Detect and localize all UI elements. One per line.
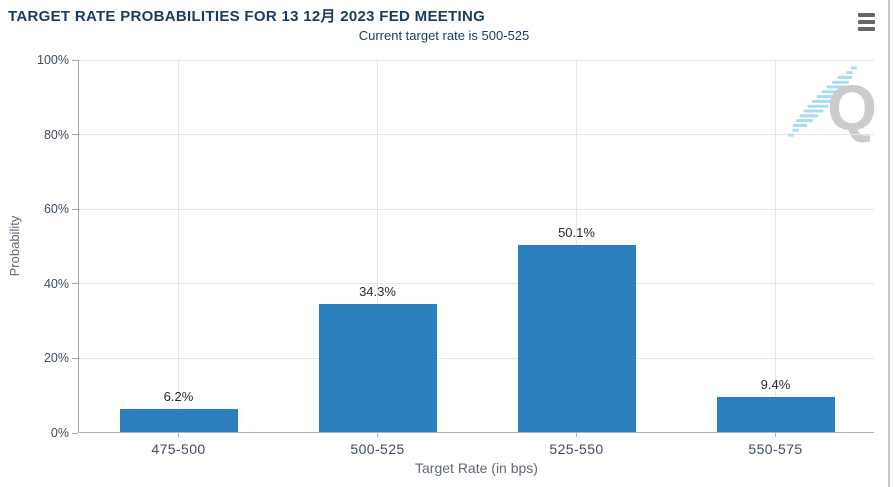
bar-value-label: 9.4% — [760, 377, 791, 392]
y-tick-mark — [72, 357, 78, 359]
plot-area: Target Rate (in bps) Probability Q 0% 20%… — [7, 53, 877, 476]
y-gridline — [79, 283, 874, 285]
x-tick-mark — [576, 432, 577, 437]
y-gridline — [79, 357, 874, 359]
y-tick-label: 100% — [37, 53, 69, 67]
x-tick-label: 475-500 — [151, 441, 206, 457]
x-tick-mark — [178, 432, 179, 437]
probability-bar[interactable] — [318, 304, 437, 432]
bar-value-label: 6.2% — [163, 389, 194, 404]
y-tick-label: 60% — [43, 202, 69, 217]
chart-menu-button[interactable] — [857, 12, 876, 31]
x-tick-label: 550-575 — [748, 441, 803, 457]
watermark-diagonal-dashes — [788, 66, 857, 137]
y-gridline — [79, 208, 874, 210]
y-tick-mark — [72, 432, 78, 434]
y-tick-label: 20% — [43, 351, 69, 366]
x-tick-mark — [775, 432, 776, 437]
x-tick-label: 525-550 — [549, 441, 604, 457]
y-tick-label: 80% — [43, 127, 69, 142]
y-tick-label: 40% — [43, 276, 69, 291]
watermark-q-logo: Q — [788, 66, 877, 144]
probability-bar[interactable] — [716, 397, 835, 432]
y-axis-title: Probability — [7, 215, 22, 277]
chart-title: TARGET RATE PROBABILITIES FOR 13 12月 202… — [8, 8, 486, 25]
x-axis-title: Target Rate (in bps) — [415, 460, 538, 476]
watermark-letter: Q — [827, 72, 877, 144]
y-tick-mark — [72, 283, 78, 285]
x-tick-mark — [377, 432, 378, 437]
widget-right-border — [888, 0, 890, 487]
x-gridline — [775, 60, 776, 432]
x-gridline — [178, 60, 179, 432]
bar-value-label: 50.1% — [558, 225, 595, 240]
chart-subtitle: Current target rate is 500-525 — [358, 28, 530, 43]
y-tick-mark — [72, 59, 78, 61]
x-tick-label: 500-525 — [350, 441, 405, 457]
y-tick-mark — [72, 208, 78, 210]
y-gridline — [79, 59, 874, 61]
y-tick-mark — [72, 134, 78, 136]
probability-bar[interactable] — [517, 245, 636, 432]
x-gridline — [377, 60, 378, 432]
y-tick-label: 0% — [50, 426, 69, 440]
bar-value-label: 34.3% — [359, 284, 396, 299]
probability-bar[interactable] — [119, 409, 238, 432]
y-gridline — [79, 134, 874, 136]
hamburger-menu-icon — [858, 13, 875, 31]
